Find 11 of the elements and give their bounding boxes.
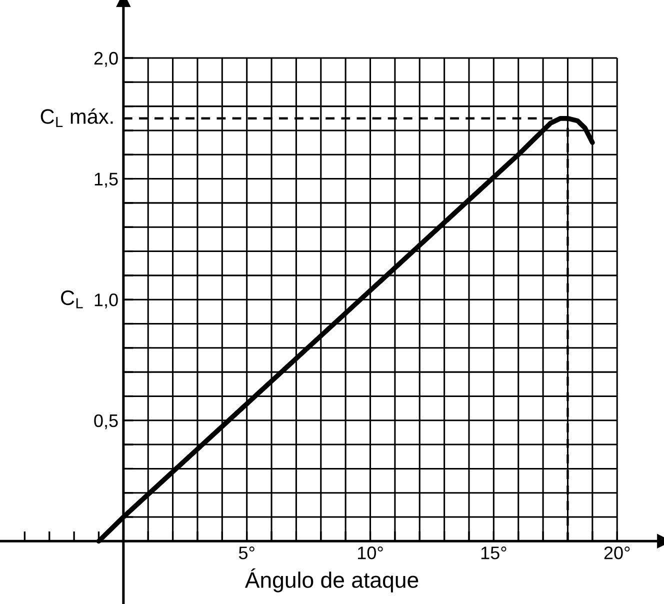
x-tick-label: 15°: [481, 546, 506, 560]
y-axis-title: C$_{L}$: [61, 290, 83, 308]
y-tick-label: 0,5: [94, 414, 118, 430]
x-tick-label: 5°: [238, 546, 254, 560]
y-tick-label: 1,5: [94, 172, 118, 188]
y-tick-label: 2,0: [94, 52, 118, 67]
x-tick-label: 10°: [358, 546, 383, 560]
x-tick-label: 20°: [604, 546, 630, 560]
y-tick-label: 1,0: [94, 294, 118, 308]
x-axis-title: Ángulo de ataque: [244, 568, 418, 592]
ref-line-label: C$_{L}$ máx.: [40, 108, 113, 127]
